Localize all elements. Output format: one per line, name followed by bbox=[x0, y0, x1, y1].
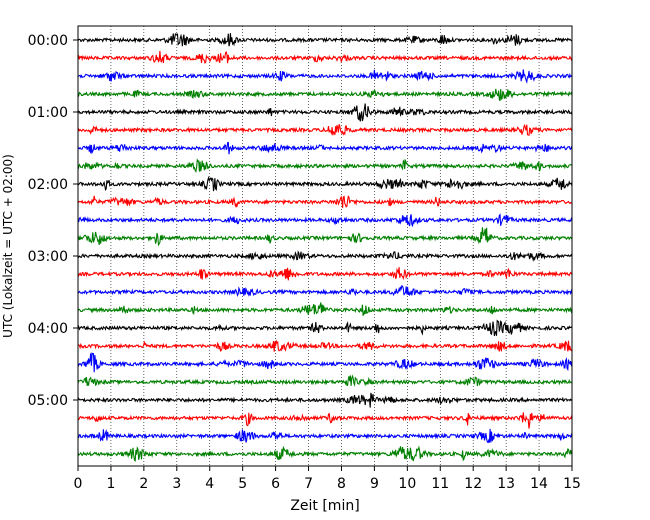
trace-line bbox=[77, 428, 573, 444]
trace-line bbox=[77, 33, 573, 47]
trace-line bbox=[77, 445, 573, 462]
x-tick-label: 2 bbox=[139, 476, 148, 492]
y-axis-label: UTC (Lokalzeit = UTC + 02:00) bbox=[1, 154, 15, 338]
x-tick-label: 10 bbox=[398, 476, 416, 492]
x-tick-label: 9 bbox=[370, 476, 379, 492]
y-tick-label: 02:00 bbox=[28, 177, 68, 193]
trace-line bbox=[77, 141, 573, 155]
x-tick-label: 15 bbox=[563, 476, 581, 492]
x-tick-label: 13 bbox=[497, 476, 515, 492]
x-tick-label: 5 bbox=[238, 476, 247, 492]
trace-line bbox=[77, 319, 573, 336]
y-tick-label: 04:00 bbox=[28, 321, 68, 337]
trace-line bbox=[77, 284, 573, 298]
x-tick-label: 6 bbox=[271, 476, 280, 492]
trace-line bbox=[77, 302, 573, 317]
x-tick-label: 7 bbox=[304, 476, 313, 492]
x-tick-label: 3 bbox=[172, 476, 181, 492]
x-tick-label: 4 bbox=[205, 476, 214, 492]
x-tick-label: 14 bbox=[530, 476, 548, 492]
plot-frame bbox=[77, 25, 573, 467]
trace-line bbox=[77, 213, 573, 228]
seismogram-traces bbox=[77, 33, 573, 462]
x-tick-label: 8 bbox=[337, 476, 346, 492]
trace-line bbox=[77, 352, 573, 373]
x-tick-label: 12 bbox=[464, 476, 482, 492]
trace-line bbox=[77, 175, 573, 192]
trace-line bbox=[77, 392, 573, 408]
vertical-grid bbox=[110, 26, 540, 466]
trace-line bbox=[77, 88, 573, 102]
trace-line bbox=[77, 195, 573, 208]
y-tick-label: 01:00 bbox=[28, 105, 68, 121]
x-axis-ticks: 0 1 2 3 4 5 6 7 8 9 10 11 12 13 14 15 bbox=[74, 466, 581, 492]
trace-line bbox=[78, 412, 573, 429]
x-tick-label: 0 bbox=[74, 476, 83, 492]
y-axis-ticks: 00:00 01:00 02:00 03:00 04:00 05:00 bbox=[28, 33, 78, 409]
trace-line bbox=[77, 103, 573, 122]
x-tick-label: 1 bbox=[106, 476, 115, 492]
y-tick-label: 05:00 bbox=[28, 393, 68, 409]
y-tick-label: 03:00 bbox=[28, 249, 68, 265]
trace-line bbox=[77, 123, 573, 136]
trace-line bbox=[77, 267, 573, 281]
trace-line bbox=[77, 250, 573, 263]
trace-line bbox=[77, 339, 573, 352]
trace-line bbox=[77, 50, 573, 65]
x-axis-label: Zeit [min] bbox=[290, 498, 359, 514]
trace-line bbox=[77, 158, 573, 173]
y-tick-label: 00:00 bbox=[28, 33, 68, 49]
trace-line bbox=[77, 227, 573, 247]
x-tick-label: 11 bbox=[431, 476, 449, 492]
trace-line bbox=[77, 69, 573, 84]
trace-line bbox=[77, 374, 573, 387]
